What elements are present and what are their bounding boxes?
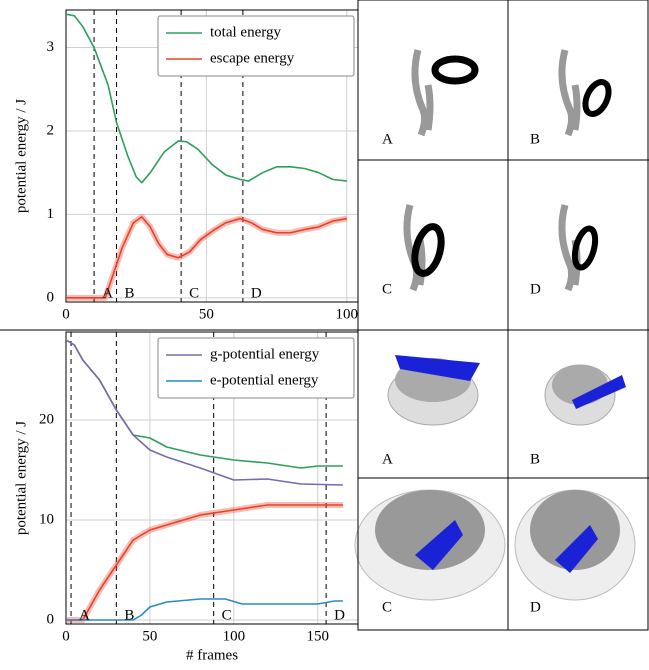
panel-label: A — [382, 131, 393, 147]
marker-label: A — [79, 607, 90, 623]
plot — [66, 332, 343, 624]
line — [66, 598, 343, 621]
marker-label: B — [125, 285, 135, 301]
y-tick-label: 0 — [47, 611, 55, 627]
marker-label: C — [189, 285, 199, 301]
plot-frame — [65, 331, 359, 625]
legend-label: escape energy — [210, 50, 295, 66]
x-tick-label: 100 — [223, 628, 246, 644]
legend-box — [157, 15, 355, 77]
y-axis-label: potential energy / J — [13, 421, 29, 535]
line — [66, 13, 347, 184]
panel-frame — [357, 0, 649, 631]
y-tick-label: 2 — [47, 122, 55, 138]
marker-label: C — [222, 607, 232, 623]
panel-label: C — [382, 599, 392, 615]
plot — [66, 10, 348, 302]
x-tick-label: 150 — [306, 628, 329, 644]
panel-label: D — [530, 281, 541, 297]
chart: 0 10 20 0 50 100 150 A B C Dg-potential energy e-po… — [13, 331, 359, 663]
panel-label: C — [382, 281, 392, 297]
marker-label: A — [102, 285, 113, 301]
x-tick-label: 100 — [336, 306, 359, 322]
x-tick-label: 0 — [62, 306, 70, 322]
x-tick-label: 50 — [199, 306, 214, 322]
panel-shapes — [403, 49, 612, 292]
marker-label: D — [334, 607, 345, 623]
y-axis-label: potential energy / J — [13, 99, 29, 213]
x-tick-label: 0 — [62, 628, 70, 644]
panel-label: A — [382, 451, 393, 467]
bottom-panels — [354, 355, 636, 601]
line — [66, 216, 347, 299]
marker-label: D — [251, 285, 262, 301]
panel-label: B — [530, 131, 540, 147]
line — [66, 504, 343, 621]
panel-label: D — [530, 599, 541, 615]
x-axis-label: # frames — [186, 647, 238, 663]
y-tick-label: 3 — [47, 39, 55, 55]
line — [66, 339, 343, 486]
y-tick-label: 1 — [47, 206, 55, 222]
legend-label: e-potential energy — [210, 372, 319, 388]
y-tick-label: 0 — [47, 289, 55, 305]
y-tick-label: 20 — [39, 411, 54, 427]
y-tick-label: 10 — [39, 511, 54, 527]
legend-label: total energy — [210, 24, 281, 40]
legend-label: g-potential energy — [210, 346, 320, 362]
top-panels — [403, 49, 612, 292]
x-tick-label: 50 — [142, 628, 157, 644]
marker-label: B — [124, 607, 134, 623]
plot-frame — [65, 9, 359, 303]
panel-label: B — [530, 451, 540, 467]
legend-box — [157, 337, 355, 399]
